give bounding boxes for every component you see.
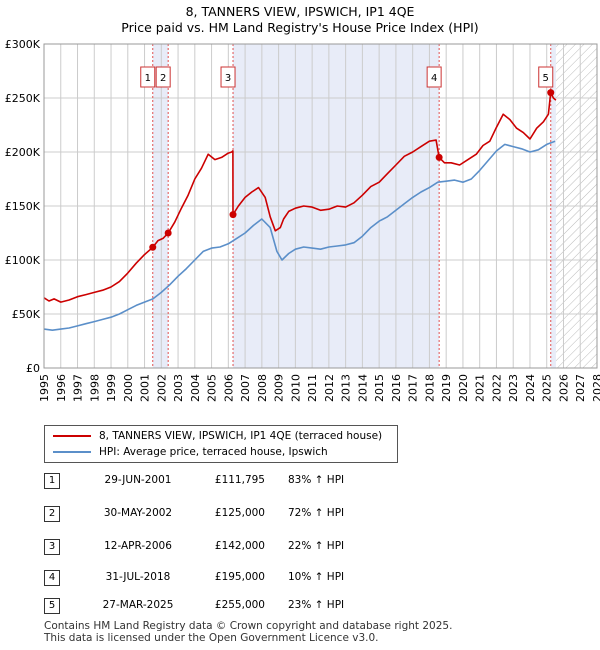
sale-price: £195,000 xyxy=(214,571,265,583)
x-tick-label: 2012 xyxy=(323,374,336,402)
legend-label-property: 8, TANNERS VIEW, IPSWICH, IP1 4QE (terra… xyxy=(99,430,383,442)
sale-row: 2 30-MAY-2002 £125,000 72% ↑ HPI xyxy=(44,506,444,522)
x-tick-label: 2023 xyxy=(507,374,520,402)
x-tick-label: 2020 xyxy=(457,374,470,402)
sale-date: 31-JUL-2018 xyxy=(105,571,171,583)
x-tick-label: 2021 xyxy=(474,374,487,402)
legend-item-hpi: HPI: Average price, terraced house, Ipsw… xyxy=(53,444,328,460)
x-tick-label: 1996 xyxy=(55,374,68,402)
sale-date: 12-APR-2006 xyxy=(104,540,172,552)
sale-row: 1 29-JUN-2001 £111,795 83% ↑ HPI xyxy=(44,473,444,489)
plot-frame xyxy=(43,43,598,369)
sale-label-text: 2 xyxy=(160,73,166,84)
x-tick-label: 2026 xyxy=(557,374,570,402)
x-tick-label: 2027 xyxy=(574,374,587,402)
sale-number-badge: 2 xyxy=(44,506,60,522)
y-tick-label: £0 xyxy=(26,362,40,375)
sale-price: £142,000 xyxy=(214,540,265,552)
sale-date: 30-MAY-2002 xyxy=(103,507,173,519)
x-tick-label: 1997 xyxy=(72,374,85,402)
x-tick-label: 2003 xyxy=(172,374,185,402)
sale-hpi-change: 10% ↑ HPI xyxy=(288,571,345,583)
x-tick-label: 2008 xyxy=(256,374,269,402)
x-tick-label: 2024 xyxy=(524,374,537,402)
sale-number-badge: 3 xyxy=(44,539,60,555)
chart-title-line2: Price paid vs. HM Land Registry's House … xyxy=(121,20,479,35)
legend-swatch-hpi xyxy=(53,451,91,453)
sale-number-badge: 5 xyxy=(44,598,60,614)
x-tick-label: 2019 xyxy=(440,374,453,402)
sale-point xyxy=(547,89,555,97)
sale-row: 5 27-MAR-2025 £255,000 23% ↑ HPI xyxy=(44,598,444,614)
y-tick-label: £250K xyxy=(5,92,41,105)
x-tick-label: 2002 xyxy=(155,374,168,402)
sale-point xyxy=(435,153,443,161)
x-tick-label: 2022 xyxy=(490,374,503,402)
sale-label-text: 4 xyxy=(431,73,437,84)
x-tick-label: 2004 xyxy=(189,374,202,402)
x-tick-label: 2017 xyxy=(407,374,420,402)
x-tick-label: 2010 xyxy=(289,374,302,402)
legend: 8, TANNERS VIEW, IPSWICH, IP1 4QE (terra… xyxy=(44,425,398,463)
x-tick-label: 1999 xyxy=(105,374,118,402)
legend-swatch-property xyxy=(53,435,91,437)
sale-hpi-change: 83% ↑ HPI xyxy=(288,474,345,486)
sale-row: 4 31-JUL-2018 £195,000 10% ↑ HPI xyxy=(44,570,444,586)
y-tick-label: £300K xyxy=(5,38,41,51)
x-tick-label: 2016 xyxy=(390,374,403,402)
y-tick-label: £50K xyxy=(12,308,41,321)
sale-date: 27-MAR-2025 xyxy=(102,599,174,611)
chart-title-line1: 8, TANNERS VIEW, IPSWICH, IP1 4QE xyxy=(185,4,415,19)
x-tick-label: 2013 xyxy=(340,374,353,402)
x-tick-label: 2014 xyxy=(356,374,369,402)
legend-item-property: 8, TANNERS VIEW, IPSWICH, IP1 4QE (terra… xyxy=(53,428,382,444)
sale-label-text: 3 xyxy=(225,73,231,84)
sale-price: £125,000 xyxy=(214,507,265,519)
sale-number-badge: 1 xyxy=(44,473,60,489)
x-tick-label: 2028 xyxy=(591,374,600,402)
x-tick-label: 1998 xyxy=(88,374,101,402)
x-tick-label: 2015 xyxy=(373,374,386,402)
x-tick-label: 2000 xyxy=(122,374,135,402)
sale-row: 3 12-APR-2006 £142,000 22% ↑ HPI xyxy=(44,539,444,555)
y-tick-label: £100K xyxy=(5,254,41,267)
sale-date: 29-JUN-2001 xyxy=(104,474,172,486)
sale-point xyxy=(229,211,237,219)
sale-hpi-change: 22% ↑ HPI xyxy=(288,540,345,552)
x-tick-label: 2005 xyxy=(206,374,219,402)
sale-price: £111,795 xyxy=(214,474,265,486)
sale-price: £255,000 xyxy=(214,599,265,611)
sale-point xyxy=(149,243,157,251)
sale-hpi-change: 72% ↑ HPI xyxy=(288,507,345,519)
sale-label-box xyxy=(140,66,156,88)
x-tick-label: 2009 xyxy=(273,374,286,402)
sale-label-text: 1 xyxy=(145,73,151,84)
x-tick-label: 1995 xyxy=(38,374,51,402)
sale-label-box xyxy=(426,66,442,88)
x-tick-label: 2001 xyxy=(139,374,152,402)
sale-label-box xyxy=(220,66,236,88)
footer-licence: This data is licensed under the Open Gov… xyxy=(44,632,379,644)
x-tick-label: 2018 xyxy=(423,374,436,402)
footer-copyright: Contains HM Land Registry data © Crown c… xyxy=(44,620,453,632)
legend-label-hpi: HPI: Average price, terraced house, Ipsw… xyxy=(99,446,328,458)
sale-label-text: 5 xyxy=(543,73,549,84)
series-line-hpi xyxy=(43,140,556,332)
x-tick-label: 2007 xyxy=(239,374,252,402)
x-tick-label: 2025 xyxy=(541,374,554,402)
sale-point xyxy=(164,229,172,237)
series-line-property xyxy=(43,91,557,303)
sale-number-badge: 4 xyxy=(44,570,60,586)
x-tick-label: 2006 xyxy=(222,374,235,402)
y-tick-label: £150K xyxy=(5,200,41,213)
y-tick-label: £200K xyxy=(5,146,41,159)
sale-label-box xyxy=(155,66,171,88)
sale-hpi-change: 23% ↑ HPI xyxy=(288,599,345,611)
sale-label-box xyxy=(538,66,554,88)
footer: Contains HM Land Registry data © Crown c… xyxy=(44,620,452,644)
x-tick-label: 2011 xyxy=(306,374,319,402)
